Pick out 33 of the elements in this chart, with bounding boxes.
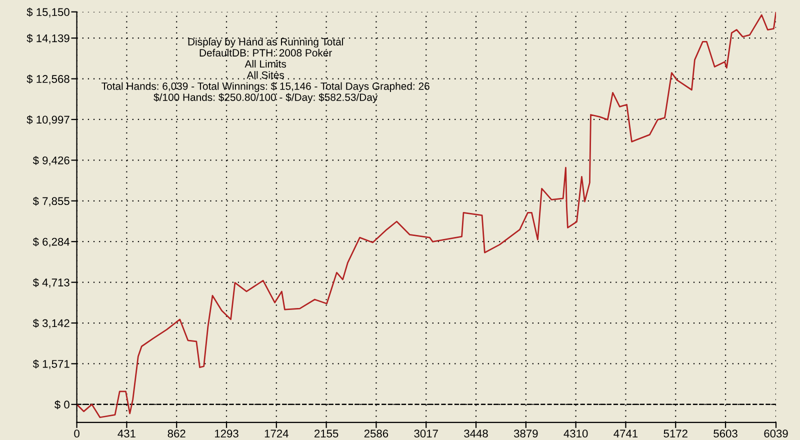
x-tick-label: 862: [168, 430, 186, 438]
y-tick-label: $ 12,568: [26, 74, 70, 84]
x-tick-label: 5603: [714, 430, 738, 438]
y-tick-label: $ 3,142: [32, 318, 70, 328]
x-tick-label: 3448: [464, 430, 488, 438]
y-tick-label: $ 4,713: [32, 278, 70, 288]
x-tick-label: 0: [74, 430, 80, 438]
annotation: All Sites: [246, 71, 284, 79]
annotation: Display by Hand as Running Total: [188, 38, 343, 48]
x-tick-label: 1724: [264, 430, 288, 438]
x-tick-label: 3017: [414, 430, 438, 438]
annotation: $/100 Hands: $250.80/100 - $/Day: $582.53/Day: [154, 93, 378, 104]
x-tick-label: 2155: [314, 430, 338, 438]
annotation: Total Hands: 6,039 - Total Winnings: $ 15,146 - Total Days Graphed: 26: [102, 82, 430, 92]
y-tick-label: $ 10,997: [26, 115, 70, 125]
y-tick-label: $ 6,284: [32, 237, 70, 248]
x-tick-label: 5172: [664, 430, 688, 438]
y-tick-label: $ 9,426: [32, 156, 70, 166]
x-tick-label: 4310: [564, 430, 588, 438]
x-tick-label: 4741: [614, 430, 638, 438]
annotation: All Limits: [244, 60, 286, 68]
y-tick-label: $ 14,139: [26, 34, 70, 44]
y-tick-label: $ 1,571: [32, 360, 70, 370]
line-series: [76, 12, 776, 418]
annotation: DefaultDB: PTH: 2008 Poker: [200, 48, 332, 57]
x-tick-label: 1293: [214, 430, 238, 438]
y-tick-label: $ 15,150: [26, 8, 70, 18]
x-tick-label: 431: [118, 430, 136, 438]
x-tick-label: 6039: [764, 430, 788, 438]
y-tick-label: $ 7,855: [32, 196, 70, 206]
y-tick-label: $ 0: [54, 400, 70, 410]
x-tick-label: 3879: [514, 430, 538, 438]
x-tick-label: 2586: [364, 430, 388, 438]
